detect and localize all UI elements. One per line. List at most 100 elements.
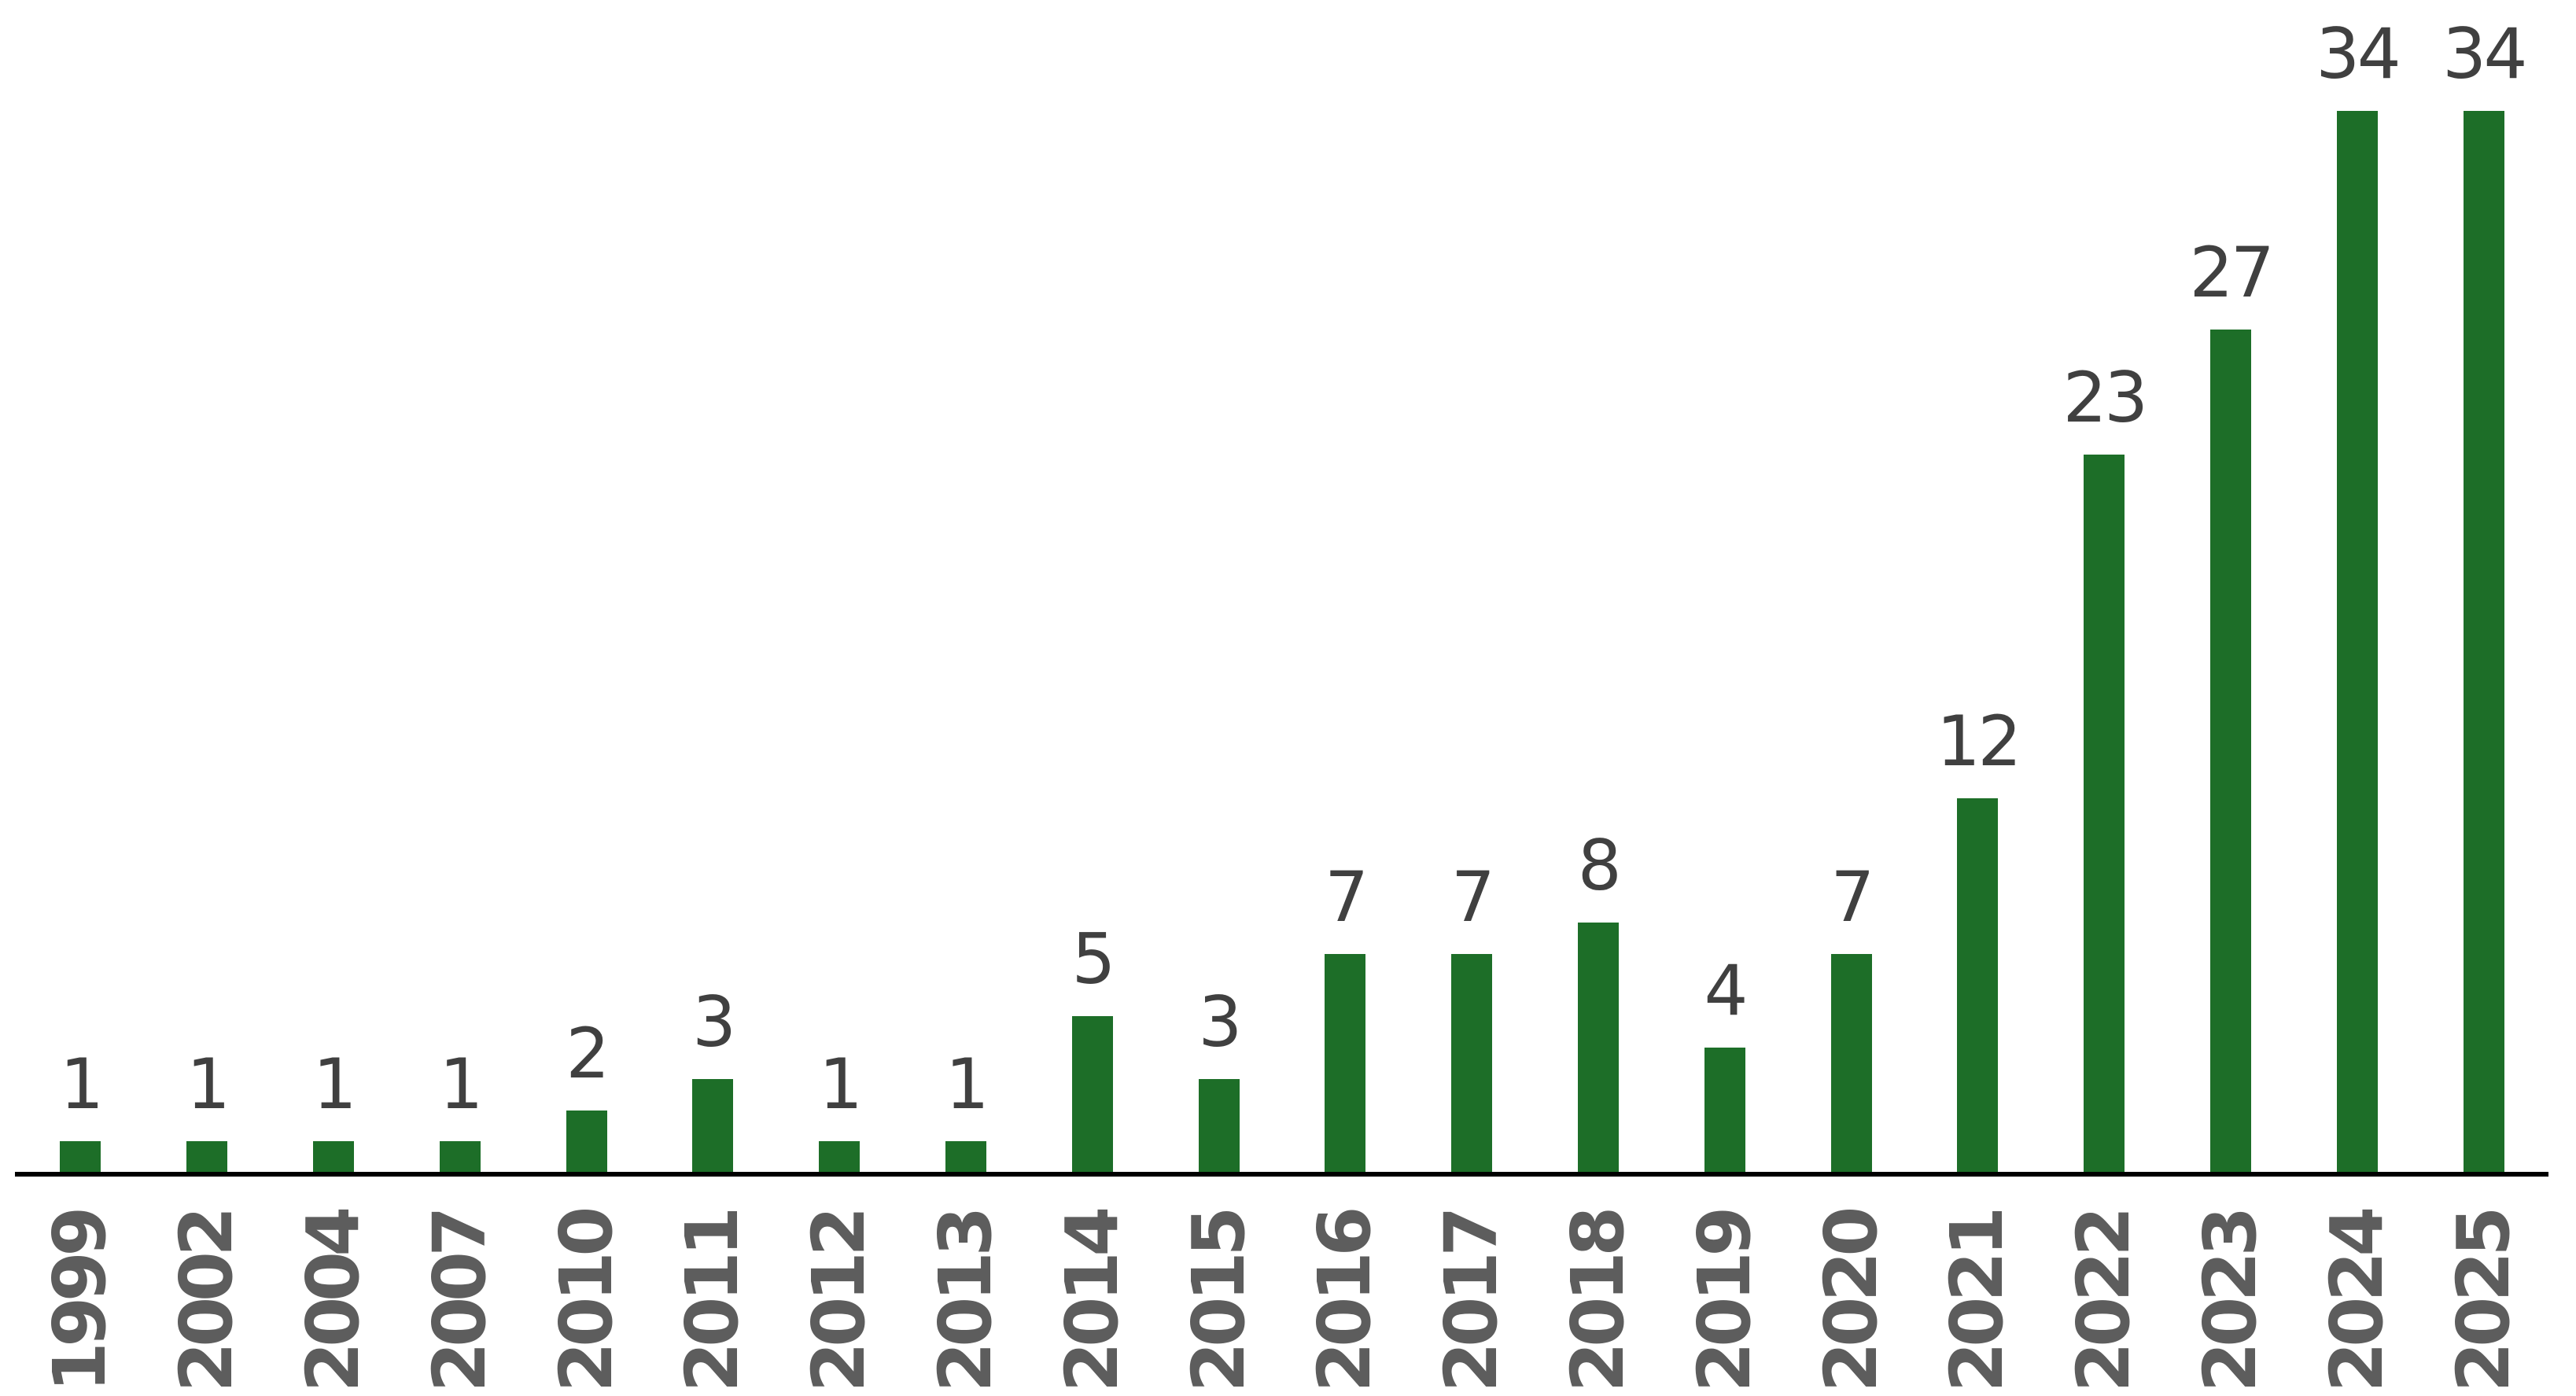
value-label: 1 bbox=[818, 1044, 863, 1125]
value-label: 2 bbox=[566, 1013, 610, 1094]
value-label: 5 bbox=[1071, 919, 1116, 1000]
bar bbox=[60, 1141, 101, 1173]
value-label: 1 bbox=[945, 1044, 989, 1125]
bar bbox=[1577, 923, 1619, 1173]
value-label: 8 bbox=[1577, 825, 1622, 906]
value-label: 3 bbox=[692, 982, 736, 1063]
value-label: 7 bbox=[1830, 856, 1874, 937]
bar-column: 34 bbox=[2294, 0, 2420, 1173]
plot-area: 1 1 1 1 2 3 1 1 5 3 7 7 8 4 7 12 23 27 34 34 bbox=[17, 0, 2547, 1173]
bar bbox=[1071, 1016, 1113, 1173]
x-tick: 2018 bbox=[1535, 1177, 1662, 1396]
bar-column: 34 bbox=[2420, 0, 2547, 1173]
bar-column: 7 bbox=[1788, 0, 1914, 1173]
bar bbox=[1325, 954, 1366, 1173]
value-label: 1 bbox=[186, 1044, 230, 1125]
bar bbox=[2084, 455, 2125, 1173]
bar bbox=[1957, 798, 1999, 1173]
bar bbox=[566, 1111, 607, 1173]
x-tick: 2007 bbox=[396, 1177, 523, 1396]
x-tick-label: 2025 bbox=[2441, 1211, 2526, 1393]
x-tick: 2013 bbox=[903, 1177, 1030, 1396]
value-label: 23 bbox=[2062, 357, 2148, 438]
x-tick-label: 2015 bbox=[1176, 1211, 1261, 1393]
bar bbox=[2463, 111, 2504, 1173]
x-tick-label: 2023 bbox=[2187, 1211, 2272, 1393]
bar-column: 1 bbox=[396, 0, 523, 1173]
x-tick: 2017 bbox=[1409, 1177, 1535, 1396]
bar-column: 1 bbox=[903, 0, 1030, 1173]
bar-column: 27 bbox=[2168, 0, 2294, 1173]
bar bbox=[312, 1141, 354, 1173]
x-tick-label: 2018 bbox=[1555, 1211, 1640, 1393]
x-tick-label: 2024 bbox=[2314, 1211, 2399, 1393]
x-tick: 2010 bbox=[523, 1177, 650, 1396]
x-tick-label: 1999 bbox=[38, 1211, 123, 1393]
bar-column: 1 bbox=[17, 0, 144, 1173]
x-tick: 2022 bbox=[2041, 1177, 2168, 1396]
x-tick: 2023 bbox=[2168, 1177, 2294, 1396]
x-tick-label: 2016 bbox=[1303, 1211, 1388, 1393]
bar-column: 3 bbox=[1155, 0, 1282, 1173]
x-tick: 2004 bbox=[271, 1177, 397, 1396]
bar bbox=[1198, 1079, 1240, 1173]
x-tick: 2014 bbox=[1029, 1177, 1155, 1396]
bar-column: 4 bbox=[1661, 0, 1788, 1173]
value-label: 34 bbox=[2442, 13, 2527, 94]
bar bbox=[819, 1141, 861, 1173]
x-tick: 2025 bbox=[2420, 1177, 2547, 1396]
x-tick: 2016 bbox=[1282, 1177, 1409, 1396]
bar-column: 5 bbox=[1029, 0, 1155, 1173]
bar bbox=[1704, 1048, 1745, 1173]
bar-column: 23 bbox=[2041, 0, 2168, 1173]
x-tick: 2021 bbox=[1914, 1177, 2041, 1396]
bar-column: 3 bbox=[650, 0, 776, 1173]
bar bbox=[439, 1141, 481, 1173]
bar bbox=[186, 1141, 228, 1173]
x-tick: 2020 bbox=[1788, 1177, 1914, 1396]
x-tick: 2015 bbox=[1155, 1177, 1282, 1396]
bar bbox=[1451, 954, 1493, 1173]
value-label: 7 bbox=[1325, 856, 1369, 937]
value-label: 34 bbox=[2316, 13, 2401, 94]
bar bbox=[2209, 330, 2251, 1173]
bar-column: 12 bbox=[1914, 0, 2041, 1173]
x-tick-label: 2010 bbox=[544, 1211, 628, 1393]
value-label: 1 bbox=[312, 1044, 357, 1125]
x-tick-label: 2014 bbox=[1049, 1211, 1134, 1393]
x-tick-label: 2017 bbox=[1429, 1211, 1514, 1393]
bar-column: 2 bbox=[523, 0, 650, 1173]
bar-column: 8 bbox=[1535, 0, 1662, 1173]
x-tick-label: 2021 bbox=[1935, 1211, 2020, 1393]
x-tick-label: 2004 bbox=[290, 1211, 375, 1393]
x-tick-label: 2012 bbox=[797, 1211, 882, 1393]
x-axis-line bbox=[15, 1172, 2548, 1177]
value-label: 1 bbox=[60, 1044, 104, 1125]
x-tick-label: 2002 bbox=[164, 1211, 249, 1393]
bar-column: 1 bbox=[144, 0, 271, 1173]
x-tick-label: 2022 bbox=[2062, 1211, 2147, 1393]
x-tick: 2024 bbox=[2294, 1177, 2420, 1396]
bar bbox=[1830, 954, 1872, 1173]
bar bbox=[945, 1141, 986, 1173]
x-tick: 2002 bbox=[144, 1177, 271, 1396]
value-label: 12 bbox=[1936, 701, 2021, 782]
x-tick-label: 2020 bbox=[1808, 1211, 1893, 1393]
x-tick: 1999 bbox=[17, 1177, 144, 1396]
x-axis-labels-row: 1999 2002 2004 2007 2010 2011 2012 2013 2014 2015… bbox=[17, 1177, 2547, 1396]
bar bbox=[2336, 111, 2378, 1173]
bar bbox=[692, 1079, 734, 1173]
value-label: 4 bbox=[1704, 950, 1749, 1031]
x-tick: 2012 bbox=[776, 1177, 903, 1396]
x-tick: 2019 bbox=[1661, 1177, 1788, 1396]
value-label: 7 bbox=[1450, 856, 1495, 937]
x-tick-label: 2019 bbox=[1682, 1211, 1767, 1393]
bar-column: 1 bbox=[776, 0, 903, 1173]
bar-column: 1 bbox=[271, 0, 397, 1173]
x-tick-label: 2007 bbox=[417, 1211, 502, 1393]
value-label: 27 bbox=[2189, 232, 2274, 313]
bar-column: 7 bbox=[1409, 0, 1535, 1173]
value-label: 1 bbox=[439, 1044, 484, 1125]
x-tick: 2011 bbox=[650, 1177, 776, 1396]
